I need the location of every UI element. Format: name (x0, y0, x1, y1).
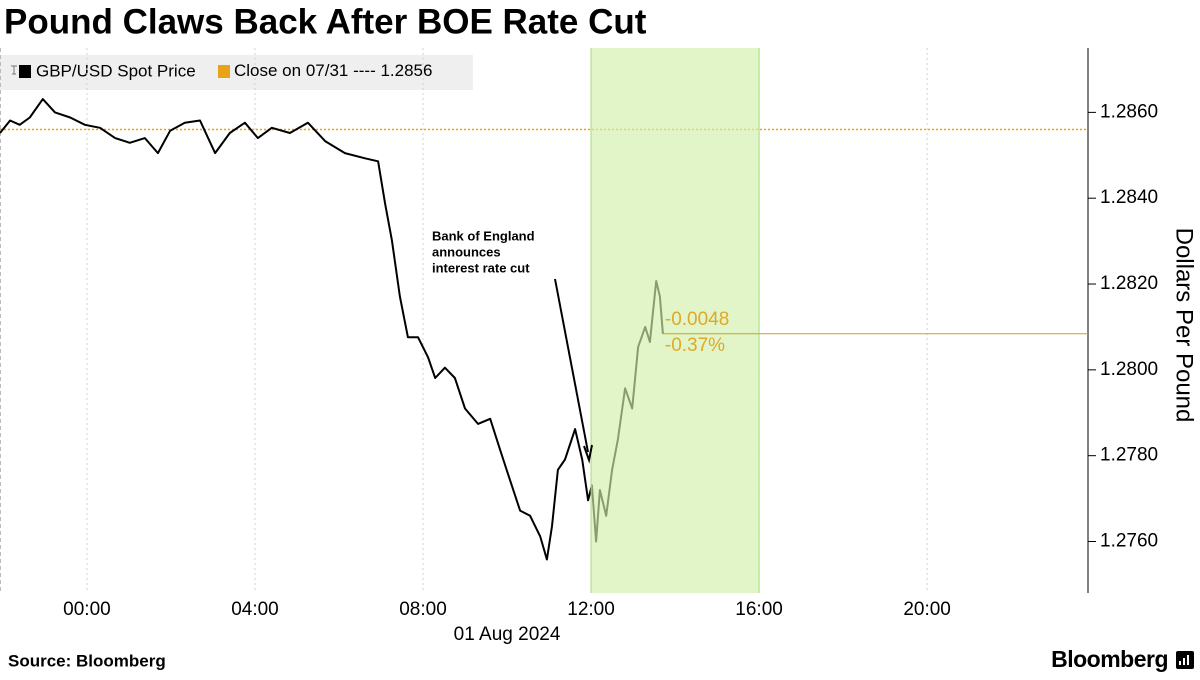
legend-swatch (19, 65, 31, 78)
legend-text: Close on 07/31 ---- (234, 61, 376, 80)
x-tick-label: 12:00 (567, 599, 615, 620)
source: Source: Bloomberg (8, 651, 166, 670)
x-tick-label: 20:00 (903, 599, 951, 620)
change-label: -0.0048 (665, 309, 729, 330)
y-tick-label: 1.2860 (1100, 101, 1158, 122)
annotation-text: interest rate cut (432, 260, 530, 275)
legend-value: 1.2856 (380, 61, 432, 80)
series-line (0, 98, 664, 561)
annotation-text: announces (432, 244, 501, 259)
legend-box (0, 55, 473, 90)
x-tick-label: 00:00 (63, 599, 111, 620)
x-tick-label: 04:00 (231, 599, 279, 620)
y-tick-label: 1.2780 (1100, 445, 1158, 466)
legend-label: Close on 07/31 ---- 1.2856 (234, 61, 432, 80)
legend-line-icon (11, 65, 17, 75)
chart-title: Pound Claws Back After BOE Rate Cut (4, 2, 647, 41)
y-tick-label: 1.2760 (1100, 531, 1158, 552)
legend-swatch (218, 65, 230, 78)
x-tick-label: 08:00 (399, 599, 447, 620)
annotation-text: Bank of England (432, 228, 535, 243)
y-tick-label: 1.2840 (1100, 187, 1158, 208)
x-sublabel: 01 Aug 2024 (454, 624, 561, 645)
annotation-arrowhead (583, 444, 593, 464)
legend-label: GBP/USD Spot Price (36, 61, 196, 80)
change-label: -0.37% (665, 335, 725, 356)
annotation-arrow (554, 278, 589, 453)
x-tick-label: 16:00 (735, 599, 783, 620)
y-tick-label: 1.2800 (1100, 359, 1158, 380)
highlight-band (591, 48, 760, 593)
y-axis-title: Dollars Per Pound (1171, 228, 1198, 423)
brand-icon-bars (1179, 655, 1189, 665)
y-tick-label: 1.2820 (1100, 273, 1158, 294)
brand: Bloomberg (1051, 646, 1168, 672)
